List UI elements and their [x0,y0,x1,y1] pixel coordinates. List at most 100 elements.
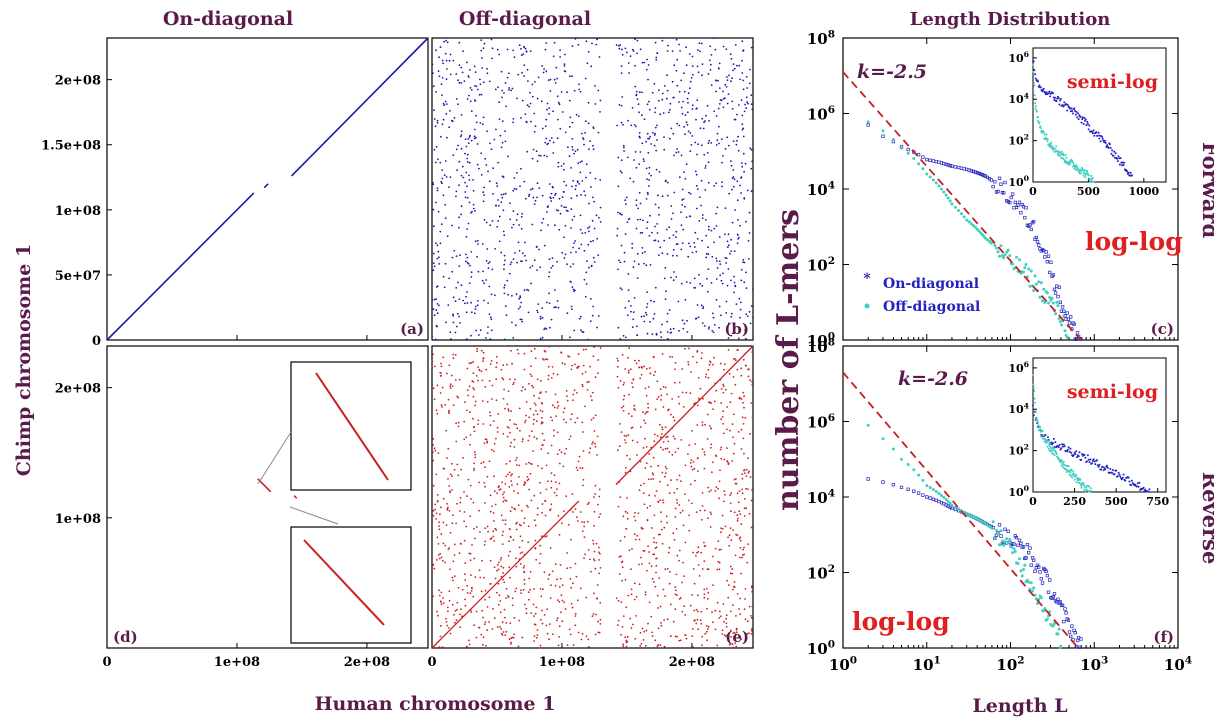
scatter-dot [725,257,728,260]
scatter-dot [496,492,498,495]
scatter-dot [582,484,584,487]
scatter-dot [736,514,739,517]
scatter-dot [463,80,466,82]
series-point [928,175,932,179]
scatter-dot [572,263,575,265]
scatter-dot [512,189,515,192]
scatter-dot [478,93,481,96]
scatter-dot [648,108,651,111]
scatter-dot [704,219,707,221]
scatter-dot [566,395,568,397]
scatter-dot [466,197,469,199]
scatter-dot [432,72,434,74]
series-point [1069,634,1073,639]
scatter-dot [441,406,443,408]
scatter-dot [572,644,575,646]
scatter-dot [449,338,452,340]
scatter-dot [720,314,722,317]
inset-series-point [1062,152,1064,155]
scatter-dot [583,557,585,559]
scatter-dot [466,228,468,230]
scatter-dot [444,262,447,265]
series-point [916,152,921,157]
scatter-dot [727,337,730,339]
scatter-dot [685,46,687,49]
scatter-dot [531,95,534,98]
scatter-dot [479,329,482,332]
scatter-dot [593,550,596,553]
series-point [1000,539,1004,543]
scatter-dot [436,494,439,496]
inset-series-point [1072,470,1075,473]
scatter-dot [565,495,568,498]
scatter-dot [540,100,543,103]
scatter-dot [733,118,736,121]
y-tick-label: 100 [807,638,835,658]
scatter-dot [591,196,594,199]
scatter-dot [657,501,660,504]
scatter-dot [713,241,715,244]
scatter-dot [693,402,695,405]
scatter-dot [631,548,633,550]
scatter-dot [485,279,487,281]
scatter-dot [740,638,742,641]
scatter-dot [633,297,636,299]
series-point [1078,645,1082,649]
diagonal-segment [431,500,580,649]
scatter-dot [623,251,626,254]
scatter-dot [433,314,436,317]
inset-series-point [1052,92,1054,95]
scatter-dot [434,449,437,452]
scatter-dot [503,254,506,257]
scatter-dot [549,90,552,92]
scatter-dot [736,534,739,537]
series-point [1045,291,1049,295]
scatter-dot [527,311,530,314]
scatter-dot [627,62,630,64]
series-point [866,423,870,427]
scatter-dot [726,136,729,139]
scatter-dot [505,500,508,502]
scatter-dot [748,470,750,473]
scatter-dot [641,61,644,64]
scatter-dot [718,125,720,128]
series-point [1023,216,1027,220]
scatter-dot [655,571,657,574]
scatter-dot [508,89,510,91]
inset-series-point [1111,149,1114,152]
scatter-dot [523,289,526,292]
scatter-dot [690,371,692,373]
series-point [983,236,987,240]
scatter-dot [480,349,483,352]
scatter-dot [480,462,483,465]
inset-series-point [1086,120,1089,123]
scatter-dot [750,616,753,619]
scatter-dot [736,349,739,351]
scatter-dot [708,225,710,228]
scatter-dot [738,608,740,610]
x-tick-label: 2e+08 [669,655,715,670]
scatter-dot [682,561,684,564]
scatter-dot [704,120,706,122]
scatter-dot [456,502,458,505]
scatter-dot [650,143,652,145]
scatter-dot [453,116,456,119]
inset-series-point [1037,116,1040,118]
scatter-dot [701,421,704,424]
scatter-dot [691,55,694,58]
series-point [1002,256,1006,260]
scatter-dot [646,506,649,509]
scatter-dot [460,608,462,610]
scatter-dot [720,279,723,282]
scatter-dot [735,627,738,630]
scatter-dot [533,259,536,262]
scatter-dot [552,372,555,375]
scatter-dot [442,194,445,197]
scatter-dot [550,472,553,475]
scatter-dot [492,607,494,610]
scatter-dot [648,494,651,497]
scatter-dot [562,162,565,165]
series-point [996,189,1000,194]
scatter-dot [721,181,723,184]
scatter-dot [449,385,452,388]
